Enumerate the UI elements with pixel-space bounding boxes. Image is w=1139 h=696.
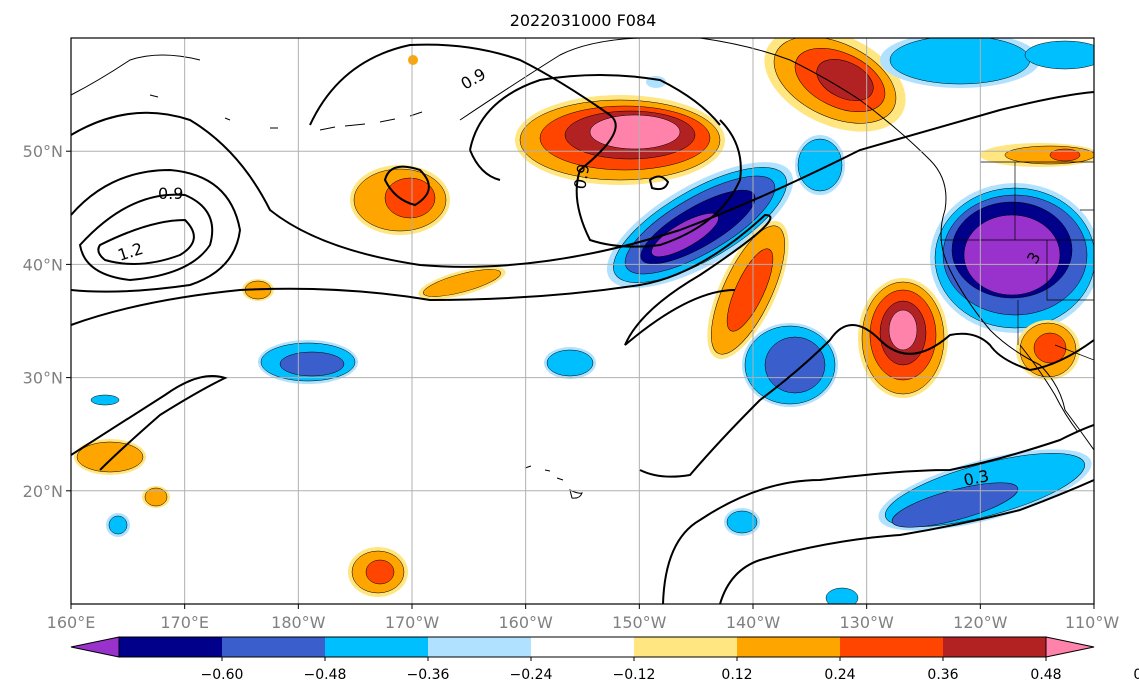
map-panel: 0.9 1.2 0.9 0.9 0.3 3 — [71, 38, 1094, 604]
anomaly-140w-negative — [742, 323, 838, 407]
coastlines — [71, 38, 1094, 499]
baja-coast — [1019, 344, 1079, 433]
anomaly-bc-coast-positive — [764, 38, 906, 132]
colorbar-swatch — [222, 637, 325, 657]
contour-small-loop — [648, 175, 670, 191]
contour-high-outer — [71, 168, 242, 293]
colorbar-swatch — [737, 637, 840, 657]
alaska-coast — [71, 38, 1094, 451]
contour-ridge-north — [309, 43, 742, 248]
lon-tick-label: 130°W — [839, 613, 894, 632]
anomaly-baja-positive — [1016, 320, 1080, 380]
lat-tick-label: 20°N — [23, 482, 63, 501]
contour-label-03: 0.3 — [962, 466, 991, 490]
axis-ticks: 160°E 170°E 180°W 170°W 160°W 150°W 140°W 130°W… — [23, 142, 1120, 632]
grid-lines — [71, 38, 1094, 604]
anomaly-small-cells — [74, 38, 1094, 604]
contour-long-wave-1 — [71, 91, 1094, 268]
anomaly-central-positive — [350, 165, 450, 235]
lon-tick-label: 180°W — [271, 613, 326, 632]
contour-label-09-west: 0.9 — [158, 184, 183, 203]
colorbar-tick-label: 0.60 — [1133, 667, 1139, 683]
colorbar-tick-label: −0.24 — [510, 667, 553, 683]
colorbar-extend-high — [1045, 636, 1095, 658]
colorbar-tick-label: −0.48 — [304, 667, 347, 683]
colorbar-tick-label: 0.48 — [1030, 667, 1061, 683]
contour-north-pacific — [469, 74, 721, 181]
colorbar-extend-low — [70, 636, 120, 658]
anomaly-southeast-negative — [878, 449, 1092, 531]
shaded-anomaly-fields — [74, 38, 1094, 604]
lon-tick-label: 160°E — [47, 613, 96, 632]
contour-trough-loop — [383, 165, 430, 207]
colorbar: −0.60 −0.48 −0.36 −0.24 −0.12 0.12 0.24 0.36 0.4… — [70, 636, 1139, 683]
lon-tick-label: 120°W — [953, 613, 1008, 632]
anomaly-130w-positive — [858, 278, 948, 398]
colorbar-tick-label: −0.36 — [407, 667, 450, 683]
anomaly-north-pacific-positive — [515, 95, 725, 185]
state-borders — [940, 161, 1094, 361]
contour-long-wave-2 — [71, 213, 772, 346]
contour-high-inner — [97, 218, 195, 265]
anomaly-180w-negative — [258, 340, 358, 384]
lon-tick-label: 140°W — [726, 613, 781, 632]
colorbar-swatch — [428, 637, 531, 657]
colorbar-tick-label: −0.60 — [201, 667, 244, 683]
colorbar-swatch — [943, 637, 1046, 657]
colorbar-tick-label: 0.12 — [721, 667, 752, 683]
colorbar-swatch — [325, 637, 428, 657]
aleutian-islands — [149, 94, 423, 131]
lon-tick-label: 170°E — [160, 613, 209, 632]
colorbar-frame — [118, 636, 1047, 658]
colorbar-tick-label: 0.36 — [927, 667, 958, 683]
contour-lines — [71, 43, 1094, 604]
contour-label-09-center: 0.9 — [570, 162, 593, 190]
colorbar-swatch — [634, 637, 737, 657]
map-frame — [70, 37, 1095, 605]
lat-tick-label: 40°N — [23, 255, 63, 274]
lon-tick-label: 150°W — [612, 613, 667, 632]
colorbar-tick-label: 0.24 — [824, 667, 855, 683]
hawaii-islands — [524, 465, 583, 499]
contour-high-mid — [78, 193, 214, 282]
colorbar-swatch — [840, 637, 943, 657]
contour-subtropical — [71, 324, 1094, 478]
anomaly-western-us-negative — [930, 183, 1094, 333]
colorbar-swatch — [531, 637, 634, 657]
lat-tick-label: 50°N — [23, 142, 63, 161]
colorbar-swatch — [119, 637, 222, 657]
lon-tick-label: 160°W — [498, 613, 553, 632]
contour-southeast — [662, 424, 1094, 604]
anomaly-subtropical-positive — [707, 221, 789, 359]
lon-tick-label: 170°W — [385, 613, 440, 632]
colorbar-tick-label: −0.12 — [613, 667, 656, 683]
lat-tick-label: 30°N — [23, 369, 63, 388]
map-title: 2022031000 F084 — [510, 11, 657, 30]
lon-tick-label: 110°W — [1065, 613, 1120, 632]
